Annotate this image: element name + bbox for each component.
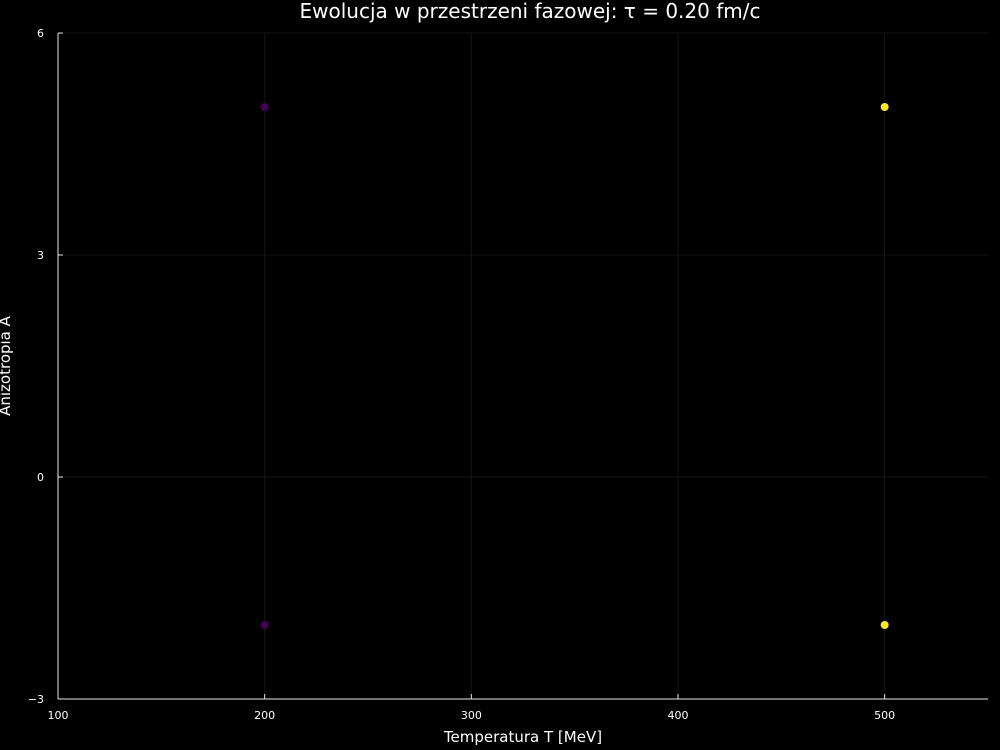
x-tick-label: 300 bbox=[461, 709, 482, 722]
x-tick-label: 100 bbox=[48, 709, 69, 722]
x-axis-label: Temperatura T [MeV] bbox=[443, 728, 602, 746]
y-tick-label: 3 bbox=[37, 249, 44, 262]
y-tick-label: −3 bbox=[28, 693, 44, 706]
data-point bbox=[260, 621, 269, 629]
tick-layer: 100 200 300 400 500 −3 0 3 6 bbox=[28, 27, 895, 722]
data-point bbox=[260, 103, 269, 111]
x-tick-label: 400 bbox=[668, 709, 689, 722]
y-tick-label: 6 bbox=[37, 27, 44, 40]
x-tick-label: 200 bbox=[254, 709, 275, 722]
x-tick-label: 500 bbox=[874, 709, 895, 722]
chart-title: Ewolucja w przestrzeni fazowej: τ = 0.20… bbox=[300, 0, 761, 23]
point-layer bbox=[260, 103, 889, 629]
data-point bbox=[880, 103, 889, 111]
data-point bbox=[880, 621, 889, 629]
y-tick-label: 0 bbox=[37, 471, 44, 484]
axis-layer bbox=[57, 32, 988, 700]
y-axis-label: Anizotropia A bbox=[0, 315, 14, 416]
